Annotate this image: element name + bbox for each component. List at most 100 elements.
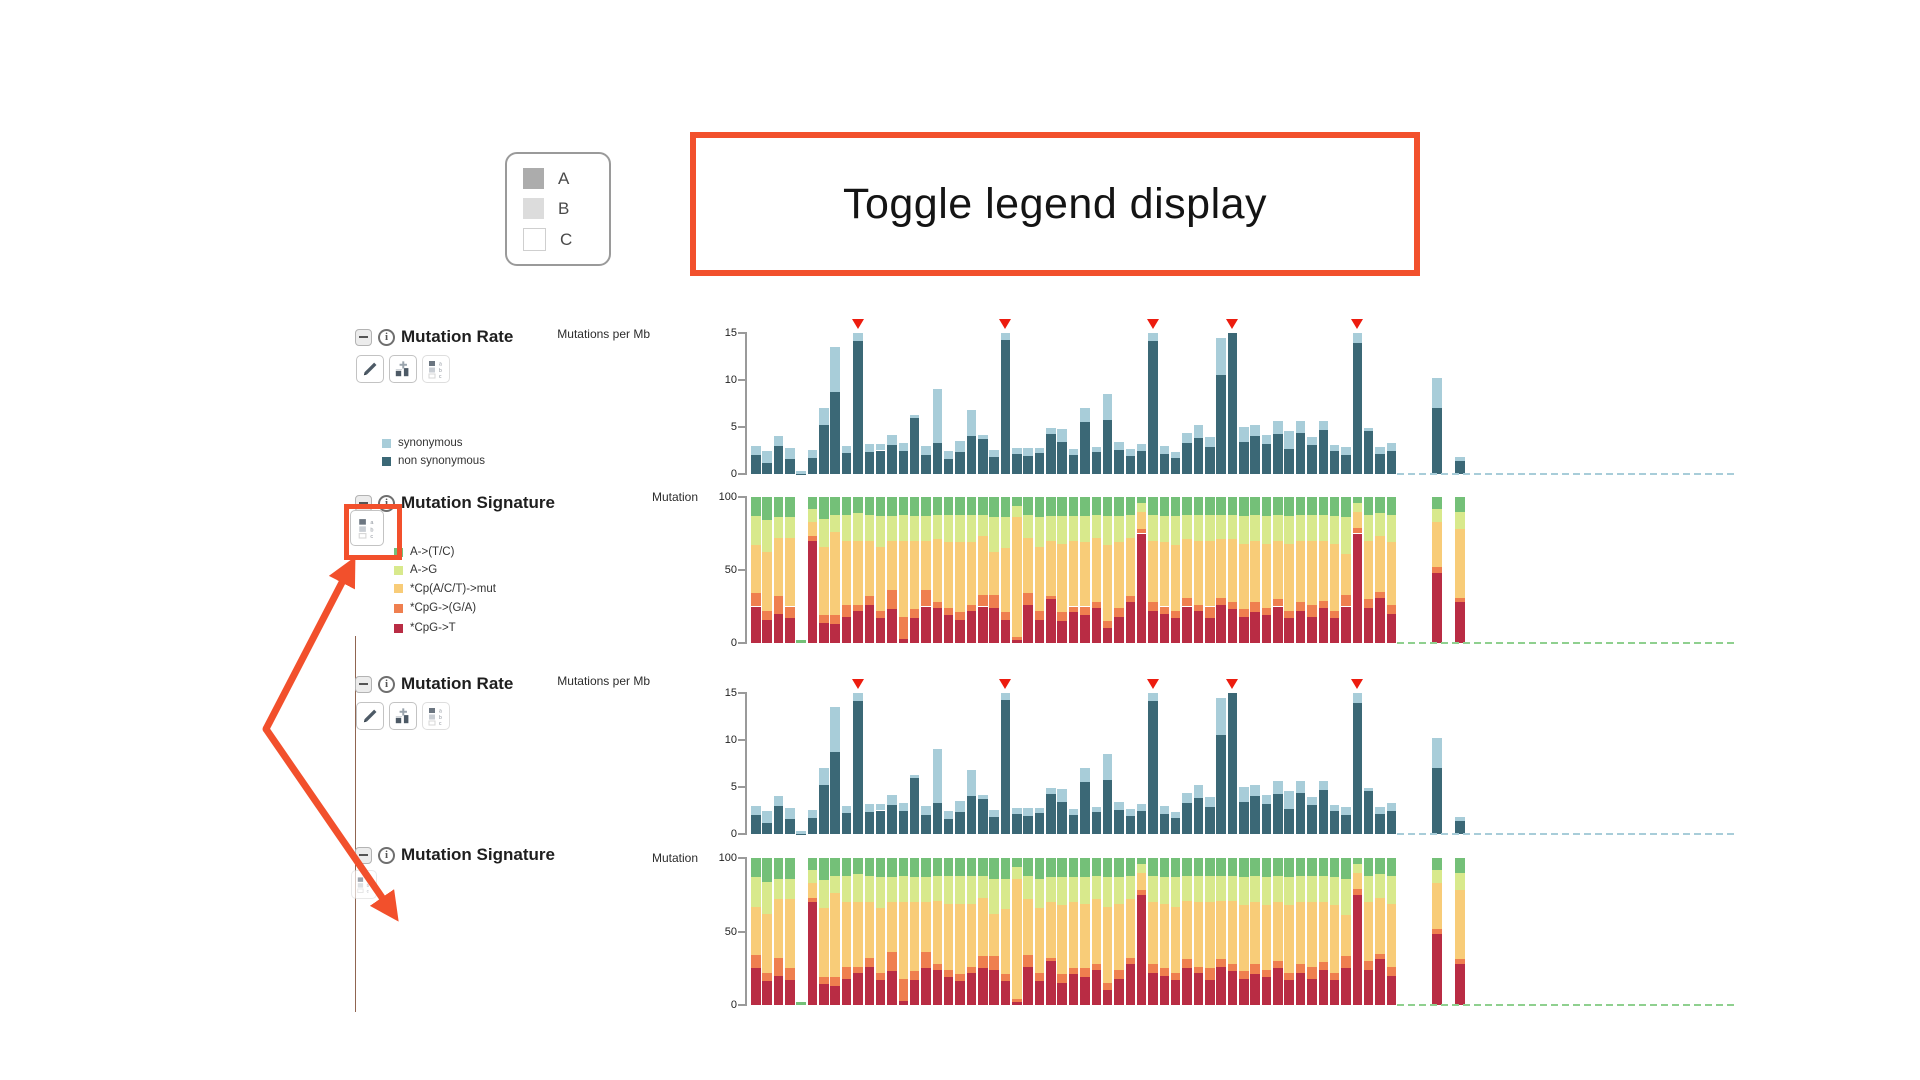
bar-segment-synonymous[interactable] [1318,781,1328,790]
bar-segment-a-g[interactable] [807,508,818,522]
bar-segment-a-g[interactable] [1193,875,1204,903]
bar-segment--cpg-t[interactable] [1114,978,1124,1005]
bar-segment-a-g[interactable] [841,875,852,903]
bar-segment--cpg-g-a-[interactable] [1102,982,1113,991]
bar-segment-a-t-c-[interactable] [1057,858,1067,878]
bar-segment-a-t-c-[interactable] [1091,858,1101,876]
bar-segment-a-t-c-[interactable] [955,858,965,876]
bar-segment-synonymous[interactable] [1329,804,1340,812]
bar-segment--cp-a-c-t-mut[interactable] [853,540,863,606]
bar-segment--cpg-g-a-[interactable] [1341,594,1351,607]
bar-segment-non-synonymous[interactable] [932,802,943,834]
bar-segment--cpg-t[interactable] [1432,572,1442,643]
bar-segment-non-synonymous[interactable] [1148,341,1158,474]
bar-segment--cpg-t[interactable] [853,610,863,643]
bar-segment--cpg-g-a-[interactable] [1239,609,1249,617]
bar-segment-a-g[interactable] [1080,877,1090,904]
bar-segment-non-synonymous[interactable] [1046,793,1056,834]
bar-segment--cpg-t[interactable] [1182,606,1192,643]
bar-segment--cp-a-c-t-mut[interactable] [1136,872,1147,891]
bar-segment--cpg-g-a-[interactable] [966,966,977,973]
bar-segment-non-synonymous[interactable] [887,804,897,834]
bar-segment--cp-a-c-t-mut[interactable] [1295,902,1306,964]
bar-segment--cpg-t[interactable] [955,981,965,1005]
bar-segment--cpg-g-a-[interactable] [1159,606,1170,614]
bar-segment--cpg-t[interactable] [1216,605,1226,643]
bar-segment--cpg-g-a-[interactable] [989,956,999,970]
bar-segment--cp-a-c-t-mut[interactable] [1023,899,1033,956]
bar-segment-synonymous[interactable] [1239,787,1249,803]
bar-segment--cpg-g-a-[interactable] [1239,971,1249,979]
bar-segment-a-g[interactable] [966,875,977,904]
bar-segment-non-synonymous[interactable] [773,805,784,834]
bar-segment-non-synonymous[interactable] [1125,816,1136,834]
bar-segment-synonymous[interactable] [853,333,863,341]
bar-segment-synonymous[interactable] [1329,444,1340,452]
bar-segment--cpg-g-a-[interactable] [864,957,874,967]
bar-segment--cp-a-c-t-mut[interactable] [1148,902,1158,964]
bar-segment--cpg-g-a-[interactable] [1216,597,1226,606]
bar-segment-synonymous[interactable] [1102,394,1113,421]
bar-segment--cp-a-c-t-mut[interactable] [1091,899,1101,964]
bar-segment-a-g[interactable] [830,875,840,894]
bar-segment-non-synonymous[interactable] [1159,814,1170,834]
bar-segment--cp-a-c-t-mut[interactable] [1205,902,1215,969]
bar-segment-a-g[interactable] [875,877,886,908]
bar-segment-synonymous[interactable] [773,436,784,446]
bar-segment-non-synonymous[interactable] [1307,444,1317,474]
bar-segment-synonymous[interactable] [1102,754,1113,781]
bar-segment-a-t-c-[interactable] [898,497,909,515]
bar-segment-synonymous[interactable] [1318,421,1328,430]
bar-segment-a-t-c-[interactable] [1091,497,1101,515]
bar-segment-synonymous[interactable] [1284,790,1294,809]
bar-segment-synonymous[interactable] [819,768,829,786]
bar-segment-a-g[interactable] [762,881,772,914]
bar-segment-a-t-c-[interactable] [1193,497,1204,515]
bar-segment-synonymous[interactable] [1307,437,1317,445]
bar-segment--cp-a-c-t-mut[interactable] [1046,540,1056,597]
bar-segment-non-synonymous[interactable] [1250,436,1260,474]
bar-segment--cpg-g-a-[interactable] [898,978,909,1001]
bar-segment--cp-a-c-t-mut[interactable] [1318,540,1328,601]
bar-segment--cpg-g-a-[interactable] [1455,597,1465,603]
bar-segment-a-g[interactable] [978,875,988,898]
bar-segment-a-g[interactable] [1352,502,1363,512]
bar-segment-a-g[interactable] [1068,877,1079,903]
bar-segment-a-t-c-[interactable] [943,858,954,876]
bar-segment--cpg-t[interactable] [807,540,818,643]
bar-segment--cpg-t[interactable] [1307,616,1317,643]
bar-segment--cpg-t[interactable] [1341,606,1351,643]
bar-segment--cp-a-c-t-mut[interactable] [1114,903,1124,970]
bar-segment-non-synonymous[interactable] [1432,768,1442,834]
bar-segment--cpg-t[interactable] [762,619,772,643]
bar-segment--cp-a-c-t-mut[interactable] [830,532,840,616]
bar-segment--cpg-t[interactable] [1295,972,1306,1005]
bar-segment-a-g[interactable] [1000,517,1011,549]
bar-segment-synonymous[interactable] [864,803,874,813]
bar-segment--cp-a-c-t-mut[interactable] [1068,902,1079,969]
bar-segment-a-t-c-[interactable] [1227,858,1238,876]
bar-segment--cpg-t[interactable] [1318,969,1328,1005]
bar-segment-synonymous[interactable] [1284,430,1294,449]
bar-segment-non-synonymous[interactable] [909,417,920,474]
bar-segment-a-t-c-[interactable] [1114,858,1124,878]
bar-segment-a-g[interactable] [1114,877,1124,904]
bar-segment--cpg-t[interactable] [1375,597,1385,643]
collapse-track-button[interactable] [355,846,372,864]
bar-segment--cpg-g-a-[interactable] [1023,593,1033,606]
bar-segment-a-g[interactable] [1432,508,1442,522]
bar-segment-a-t-c-[interactable] [921,497,931,516]
bar-segment-a-t-c-[interactable] [1034,858,1045,879]
mutation-rate-chart-1[interactable]: 15 10 5 0 [725,319,1780,480]
bar-segment-non-synonymous[interactable] [1216,375,1226,474]
bar-segment-a-g[interactable] [1250,875,1260,903]
bar-segment-non-synonymous[interactable] [1114,809,1124,834]
bar-segment-non-synonymous[interactable] [830,752,840,834]
bar-segment--cpg-g-a-[interactable] [841,605,852,617]
bar-segment-a-g[interactable] [1375,513,1385,537]
bar-segment-a-t-c-[interactable] [1193,858,1204,876]
bar-segment-synonymous[interactable] [1000,693,1011,700]
bar-segment-synonymous[interactable] [1012,807,1022,815]
bar-segment--cp-a-c-t-mut[interactable] [1102,545,1113,622]
bar-segment--cpg-t[interactable] [1046,599,1056,643]
